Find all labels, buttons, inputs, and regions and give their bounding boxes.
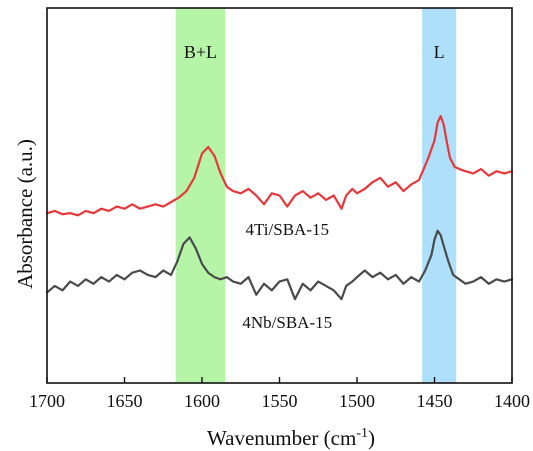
x-axis-title-close: ) [368,426,375,450]
x-tick-label-2: 1600 [184,391,220,411]
x-tick-label-1: 1650 [107,391,143,411]
x-axis-title-main: Wavenumber (cm [207,426,356,450]
x-tick-label-0: 1700 [29,391,65,411]
x-tick-label-4: 1500 [339,391,375,411]
y-axis-title: Absorbance (a.u.) [13,139,37,289]
series-label-1: 4Nb/SBA-15 [242,313,332,332]
highlight-band-0 [175,8,226,383]
highlight-band-1 [422,8,457,383]
x-axis-title-sup: -1 [356,426,368,441]
series-line-0 [45,114,514,217]
series-label-0: 4Ti/SBA-15 [246,220,329,239]
x-axis-ticks: 1700 1650 1600 1550 1500 1450 1400 [29,377,530,411]
x-tick-label-5: 1450 [417,391,453,411]
band-label-1: L [434,42,445,62]
x-tick-label-3: 1550 [262,391,298,411]
label-layer: B+L L 4Ti/SBA-15 4Nb/SBA-15 [184,42,445,332]
series-line-1 [45,229,514,301]
band-layer [175,8,457,383]
band-label-0: B+L [184,42,217,62]
series-layer [45,114,514,301]
x-tick-label-6: 1400 [494,391,530,411]
x-axis-title: Wavenumber (cm-1) [207,426,375,450]
